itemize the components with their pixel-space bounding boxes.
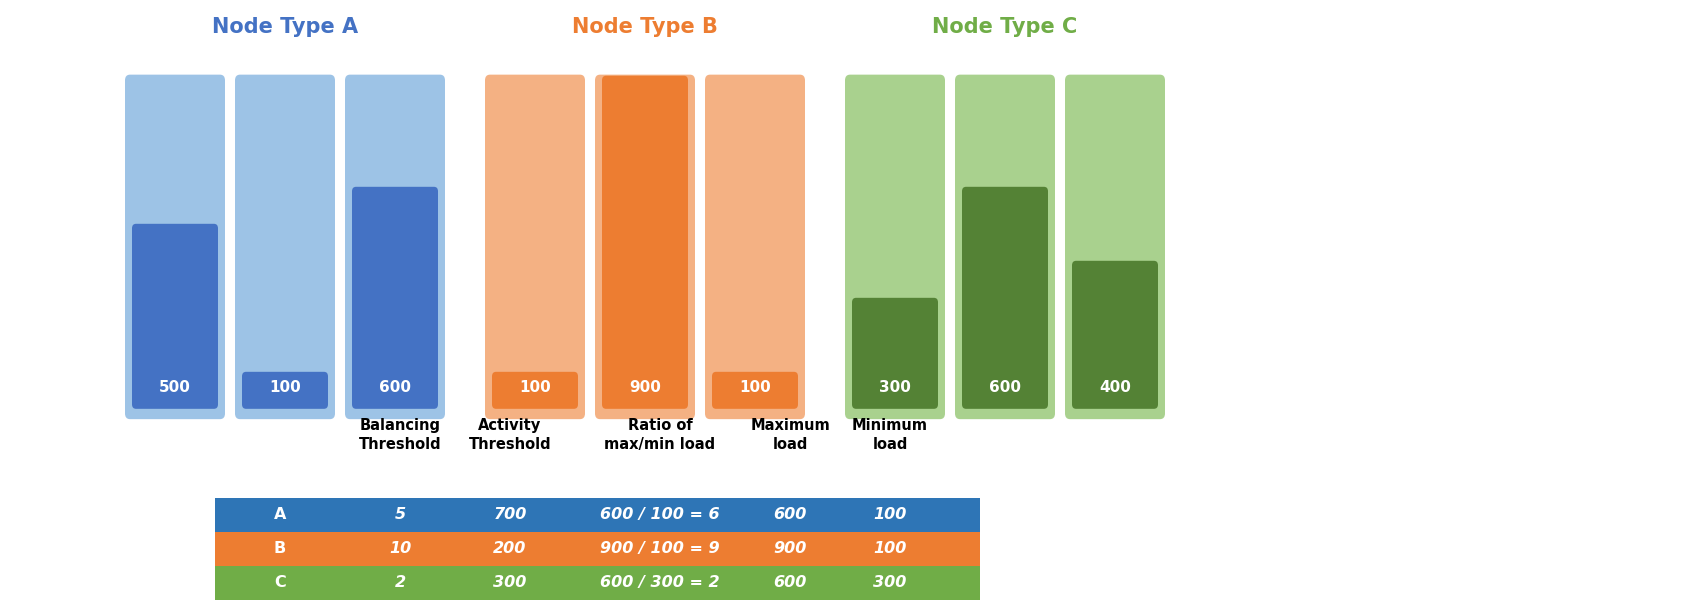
FancyBboxPatch shape — [1065, 75, 1165, 419]
FancyBboxPatch shape — [713, 372, 798, 409]
Text: 5: 5 — [395, 507, 405, 522]
Text: 300: 300 — [879, 380, 912, 395]
FancyBboxPatch shape — [954, 75, 1055, 419]
Text: 600: 600 — [774, 575, 806, 590]
Text: 10: 10 — [390, 541, 412, 556]
Text: 700: 700 — [493, 507, 527, 522]
FancyBboxPatch shape — [852, 298, 937, 409]
Text: 900: 900 — [774, 541, 806, 556]
FancyBboxPatch shape — [602, 76, 687, 409]
FancyBboxPatch shape — [595, 75, 696, 419]
FancyBboxPatch shape — [133, 224, 218, 409]
Text: 400: 400 — [1099, 380, 1131, 395]
FancyBboxPatch shape — [242, 372, 328, 409]
FancyBboxPatch shape — [963, 187, 1048, 409]
Text: Node Type A: Node Type A — [213, 17, 359, 37]
Text: 900: 900 — [629, 380, 662, 395]
Text: 300: 300 — [493, 575, 527, 590]
Text: 100: 100 — [269, 380, 301, 395]
Text: 200: 200 — [493, 541, 527, 556]
Text: Maximum
load: Maximum load — [750, 418, 830, 452]
Text: C: C — [274, 575, 286, 590]
Text: Node Type B: Node Type B — [572, 17, 718, 37]
FancyBboxPatch shape — [485, 75, 585, 419]
Text: 500: 500 — [160, 380, 191, 395]
Text: 100: 100 — [519, 380, 551, 395]
FancyBboxPatch shape — [214, 566, 980, 600]
Text: 600: 600 — [379, 380, 412, 395]
FancyBboxPatch shape — [704, 75, 805, 419]
Text: 600: 600 — [774, 507, 806, 522]
FancyBboxPatch shape — [352, 187, 437, 409]
FancyBboxPatch shape — [214, 532, 980, 566]
FancyBboxPatch shape — [345, 75, 446, 419]
Text: 600: 600 — [988, 380, 1021, 395]
FancyBboxPatch shape — [214, 498, 980, 532]
Text: Activity
Threshold: Activity Threshold — [469, 418, 551, 452]
Text: Balancing
Threshold: Balancing Threshold — [359, 418, 441, 452]
FancyBboxPatch shape — [124, 75, 225, 419]
FancyBboxPatch shape — [492, 372, 578, 409]
Text: A: A — [274, 507, 286, 522]
FancyBboxPatch shape — [1072, 261, 1158, 409]
Text: 900 / 100 = 9: 900 / 100 = 9 — [600, 541, 720, 556]
FancyBboxPatch shape — [845, 75, 946, 419]
Text: 100: 100 — [740, 380, 771, 395]
Text: 2: 2 — [395, 575, 405, 590]
Text: 300: 300 — [873, 575, 907, 590]
Text: Minimum
load: Minimum load — [852, 418, 929, 452]
Text: Ratio of
max/min load: Ratio of max/min load — [604, 418, 716, 452]
Text: 600 / 100 = 6: 600 / 100 = 6 — [600, 507, 720, 522]
Text: 100: 100 — [873, 541, 907, 556]
Text: 100: 100 — [873, 507, 907, 522]
Text: 600 / 300 = 2: 600 / 300 = 2 — [600, 575, 720, 590]
Text: B: B — [274, 541, 286, 556]
Text: Node Type C: Node Type C — [932, 17, 1078, 37]
FancyBboxPatch shape — [235, 75, 335, 419]
